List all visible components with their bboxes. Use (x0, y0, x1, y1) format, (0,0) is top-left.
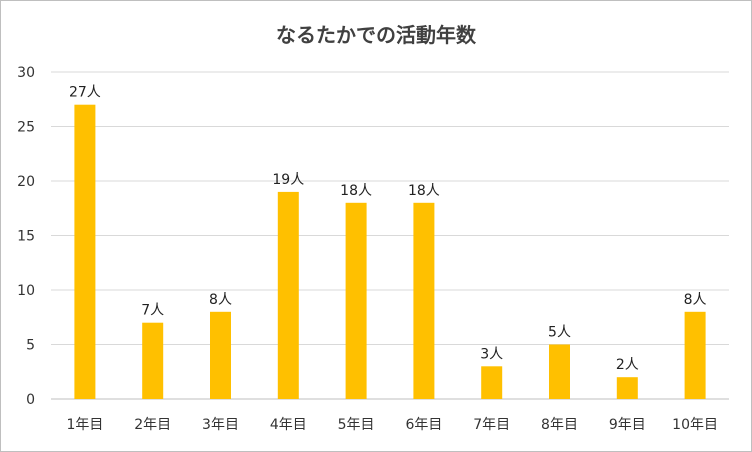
y-tick-label: 15 (17, 229, 35, 245)
x-tick-label: 2年目 (134, 417, 171, 433)
data-label: 18人 (408, 183, 440, 199)
bar (413, 202, 435, 399)
data-label: 8人 (684, 292, 707, 308)
x-axis-ticks: 1年目 2年目 3年目 4年目 5年目 6年目 7年目 8年目 9年目 10年目 (66, 417, 718, 433)
data-label: 7人 (141, 303, 164, 319)
bar (142, 322, 164, 399)
bar (210, 311, 231, 399)
bar (616, 377, 638, 399)
gridlines (51, 71, 729, 400)
bar (277, 191, 299, 399)
bar (481, 366, 503, 399)
y-tick-label: 30 (17, 65, 35, 81)
chart-title: なるたかでの活動年数 (276, 23, 476, 47)
y-axis-ticks: 0 5 10 15 20 25 30 (17, 65, 35, 408)
y-tick-label: 10 (17, 283, 35, 299)
x-tick-label: 1年目 (66, 417, 103, 433)
y-tick-label: 5 (26, 338, 35, 354)
x-tick-label: 9年目 (609, 417, 646, 433)
y-tick-label: 20 (17, 174, 35, 190)
bar (684, 311, 706, 399)
y-tick-label: 0 (26, 392, 35, 408)
data-labels: 27人 7人 8人 19人 18人 18人 3人 5人 2人 8人 (69, 85, 707, 374)
x-tick-label: 4年目 (270, 417, 307, 433)
x-tick-label: 5年目 (338, 417, 375, 433)
bars (74, 104, 706, 399)
data-label: 18人 (340, 183, 372, 199)
x-tick-label: 7年目 (473, 417, 510, 433)
data-label: 3人 (480, 346, 503, 362)
y-tick-label: 25 (17, 120, 35, 136)
x-tick-label: 10年目 (672, 417, 718, 433)
x-tick-label: 6年目 (405, 417, 442, 433)
bar (549, 344, 570, 399)
data-label: 2人 (616, 357, 639, 373)
data-label: 5人 (548, 325, 571, 341)
data-label: 27人 (69, 85, 101, 101)
x-tick-label: 8年目 (541, 417, 578, 433)
data-label: 19人 (272, 172, 304, 188)
bar (74, 104, 96, 399)
x-tick-label: 3年目 (202, 417, 239, 433)
data-label: 8人 (209, 292, 232, 308)
bar (345, 202, 367, 399)
